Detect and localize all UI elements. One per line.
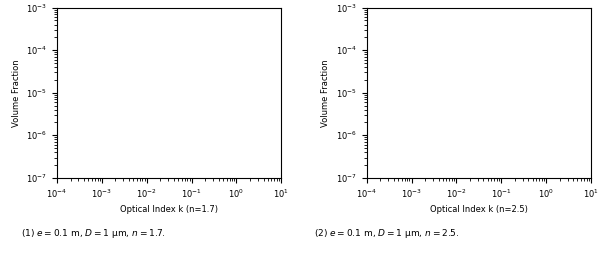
Text: (1) $e = 0.1$ m, $D = 1$ μm, $n = 1.7$.: (1) $e = 0.1$ m, $D = 1$ μm, $n = 1.7$. (20, 227, 166, 240)
Y-axis label: Volume Fraction: Volume Fraction (321, 59, 330, 126)
Y-axis label: Volume Fraction: Volume Fraction (11, 59, 20, 126)
X-axis label: Optical Index k (n=2.5): Optical Index k (n=2.5) (430, 205, 528, 214)
Text: (2) $e = 0.1$ m, $D = 1$ μm, $n = 2.5$.: (2) $e = 0.1$ m, $D = 1$ μm, $n = 2.5$. (314, 227, 460, 240)
X-axis label: Optical Index k (n=1.7): Optical Index k (n=1.7) (120, 205, 218, 214)
